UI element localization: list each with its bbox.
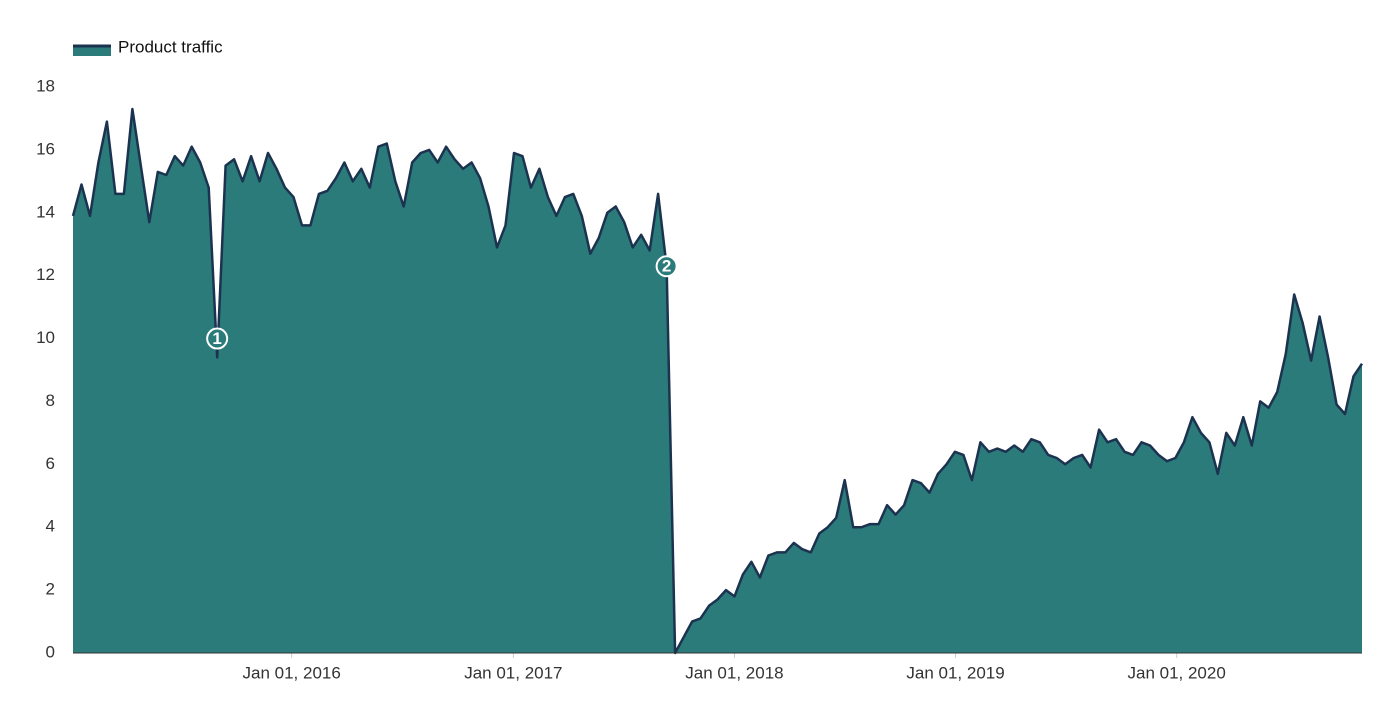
y-tick-label: 2 <box>46 580 55 599</box>
annotation: 1 <box>206 327 229 350</box>
y-tick-label: 0 <box>46 642 55 661</box>
line <box>71 107 1364 655</box>
x-tick-label: Jan 01, 2017 <box>464 663 562 682</box>
y-tick-label: 14 <box>36 202 55 221</box>
y-tick-label: 16 <box>36 139 55 158</box>
legend-swatch <box>73 46 111 56</box>
y-tick-label: 12 <box>36 265 55 284</box>
x-tick-label: Jan 01, 2018 <box>685 663 783 682</box>
y-tick-label: 6 <box>46 454 55 473</box>
x-tick-label: Jan 01, 2016 <box>243 663 341 682</box>
y-tick-label: 4 <box>46 517 55 536</box>
x-tick-label: Jan 01, 2020 <box>1127 663 1225 682</box>
y-tick-label: 18 <box>36 76 55 95</box>
annotation-label: 1 <box>212 329 221 348</box>
annotation-label: 2 <box>662 257 671 276</box>
annotation: 2 <box>655 255 678 278</box>
y-tick-label: 10 <box>36 328 55 347</box>
annotation-marker <box>655 255 678 278</box>
y-tick-label: 8 <box>46 391 55 410</box>
x-tick-label: Jan 01, 2019 <box>906 663 1004 682</box>
legend-label: Product traffic <box>118 37 223 56</box>
annotation-marker <box>206 327 229 350</box>
area <box>73 109 1362 653</box>
